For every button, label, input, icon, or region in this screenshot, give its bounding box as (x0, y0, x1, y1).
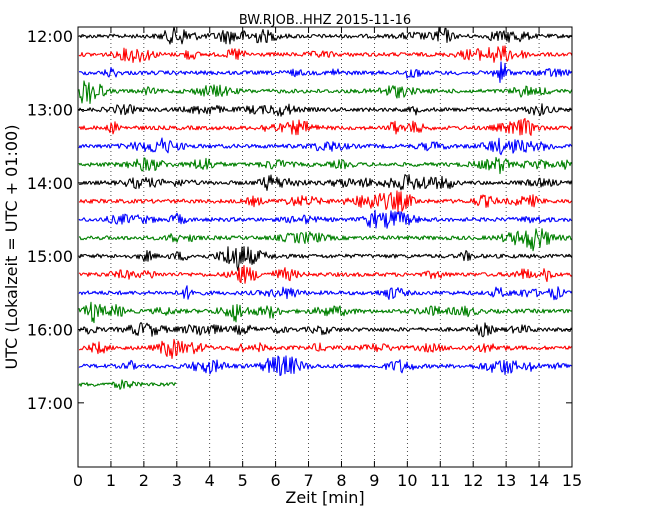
y-tick-label-2: 14:00 (27, 174, 73, 193)
trace-3 (78, 80, 573, 105)
x-tick-label-7: 7 (303, 471, 313, 490)
trace-13 (78, 264, 573, 284)
x-tick-label-8: 8 (336, 471, 346, 490)
trace-2 (78, 61, 573, 84)
trace-15 (78, 301, 573, 324)
trace-1 (78, 45, 573, 63)
x-tick-label-4: 4 (205, 471, 215, 490)
trace-18 (78, 355, 573, 377)
x-tick-label-3: 3 (172, 471, 182, 490)
x-tick-label-9: 9 (369, 471, 379, 490)
y-tick-label-5: 17:00 (27, 394, 73, 413)
trace-10 (78, 209, 573, 229)
trace-0 (78, 26, 573, 45)
x-tick-label-13: 13 (496, 471, 516, 490)
x-axis-label: Zeit [min] (285, 488, 364, 507)
y-tick-label-3: 15:00 (27, 247, 73, 266)
trace-6 (78, 137, 573, 156)
x-tick-label-15: 15 (562, 471, 582, 490)
trace-11 (78, 228, 573, 252)
x-tick-label-11: 11 (430, 471, 450, 490)
trace-17 (78, 338, 573, 360)
y-tick-label-0: 12:00 (27, 27, 73, 46)
x-tick-label-14: 14 (529, 471, 549, 490)
x-tick-label-10: 10 (397, 471, 417, 490)
grid-lines (110, 27, 540, 467)
trace-12 (78, 246, 573, 272)
x-tick-label-6: 6 (271, 471, 281, 490)
traces (78, 26, 573, 390)
trace-14 (78, 285, 573, 301)
x-tick-label-1: 1 (106, 471, 116, 490)
trace-8 (78, 174, 573, 191)
trace-7 (78, 156, 573, 175)
trace-5 (78, 117, 573, 136)
x-tick-label-2: 2 (139, 471, 149, 490)
y-tick-label-1: 13:00 (27, 101, 73, 120)
x-axis-ticks: 0 1 2 3 4 5 6 7 8 9 10 11 12 13 14 15 (73, 27, 582, 490)
x-tick-label-5: 5 (238, 471, 248, 490)
y-tick-label-4: 16:00 (27, 321, 73, 340)
trace-16 (78, 322, 573, 338)
chart-title: BW.RJOB..HHZ 2015-11-16 (239, 13, 411, 28)
x-tick-label-12: 12 (463, 471, 483, 490)
y-axis-label: UTC (Lokalzeit = UTC + 01:00) (2, 125, 21, 370)
y-axis-ticks: 12:00 13:00 14:00 15:00 16:00 17:00 (27, 27, 572, 413)
x-tick-label-0: 0 (73, 471, 83, 490)
trace-4 (78, 103, 573, 117)
trace-9 (78, 190, 573, 213)
trace-19 (78, 379, 177, 390)
plot-frame (77, 26, 573, 468)
